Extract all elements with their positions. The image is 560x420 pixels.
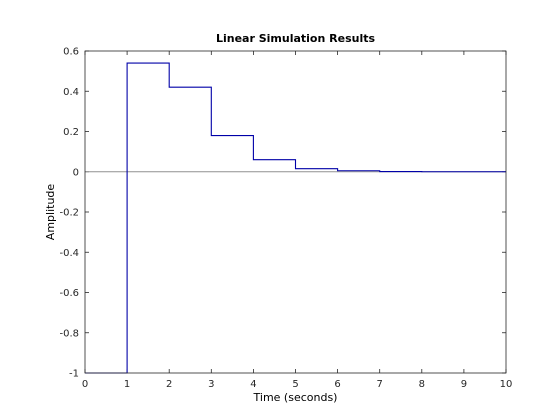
y-tick-label: 0.4 [63,87,79,98]
y-tick-label: 0.6 [63,47,79,58]
y-tick-label: -0.8 [59,328,79,339]
y-tick-label: -0.4 [59,248,79,259]
y-tick-label: -0.2 [59,208,79,219]
x-tick-label: 2 [166,379,172,390]
tick-layer: 0 1 2 3 4 5 6 7 8 9 10 -1 -0.8 -0.6 -0.4 -0.2 0 0.2 0.4 0.6 [59,47,512,391]
y-axis-label: Amplitude [44,184,57,241]
x-tick-label: 4 [250,379,256,390]
plot-area [85,51,506,373]
x-axis-label: Time (seconds) [253,391,338,404]
plot-frame [84,50,507,374]
y-tick-label: 0 [73,167,79,178]
x-tick-label: 3 [208,379,214,390]
x-tick-label: 6 [334,379,340,390]
x-tick-label: 9 [461,379,467,390]
y-tick-label: -0.6 [59,288,79,299]
x-tick-label: 0 [82,379,88,390]
y-tick-label: 0.2 [63,127,79,138]
series-line [85,62,506,374]
x-tick-label: 8 [419,379,425,390]
x-tick-label: 10 [500,379,513,390]
y-tick-label: -1 [69,369,79,380]
x-tick-label: 7 [377,379,383,390]
chart-title: Linear Simulation Results [216,32,376,45]
x-tick-label: 5 [292,379,298,390]
x-tick-label: 1 [124,379,130,390]
